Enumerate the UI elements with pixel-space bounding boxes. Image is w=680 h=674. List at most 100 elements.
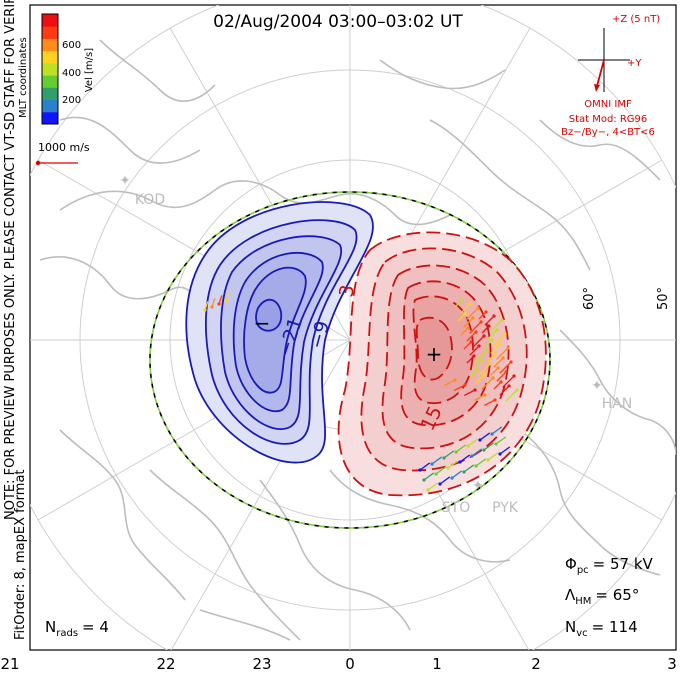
velocity-vector-origin: [479, 320, 483, 324]
preview-note: NOTE: FOR PREVIEW PURPOSES ONLY. PLEASE …: [3, 0, 18, 520]
velocity-vector-origin: [488, 362, 492, 366]
velocity-vector-origin: [210, 305, 214, 309]
velocity-vector: [505, 389, 518, 402]
velocity-vector-origin: [483, 372, 487, 376]
imf-panel: +Z (5 nT) +Y OMNI IMF Stat Mod: RG96 Bz−…: [561, 14, 660, 138]
latitude-label-60: 60°: [582, 287, 597, 310]
velocity-vector: [460, 303, 471, 314]
station-kod: KOD: [135, 192, 165, 208]
velocity-vector: [496, 371, 507, 382]
velocity-vector: [460, 327, 469, 336]
mlt-axis: 21 22 23 0 1 2 3: [0, 655, 676, 673]
coordinate-system-label: MLT coordinates: [18, 37, 29, 118]
velocity-vector-origin: [450, 476, 454, 480]
velocity-vector-origin: [490, 338, 494, 342]
station-labels: ✦ KOD ✦ HAN ✦ STO PYK: [119, 173, 632, 516]
velocity-vector-origin: [458, 460, 462, 464]
velocity-vector-origin: [453, 378, 457, 382]
velocity-vector-origin: [507, 384, 511, 388]
imf-z-label: +Z (5 nT): [612, 14, 660, 25]
velocity-vector: [479, 432, 491, 441]
velocity-vector-origin: [495, 328, 499, 332]
contour-label: 3: [335, 283, 359, 299]
velocity-vector: [487, 452, 499, 461]
velocity-vector-origin: [466, 444, 470, 448]
colorbar-cell: [42, 99, 58, 113]
velocity-vector-origin: [480, 358, 484, 362]
velocity-vector-origin: [434, 472, 438, 476]
velocity-vector: [493, 333, 506, 346]
mlt-tick: 0: [345, 655, 355, 673]
colorbar-cell: [42, 75, 58, 88]
velocity-vector-origin: [224, 299, 228, 303]
velocity-vector-origin: [512, 374, 516, 378]
velocity-vector-origin: [478, 438, 482, 442]
velocity-vector: [455, 444, 467, 453]
colorbar-cell: [42, 62, 58, 76]
colorbar-tick: 400: [62, 68, 81, 79]
velocity-vector: [502, 375, 515, 388]
velocity-vector-origin: [470, 454, 474, 458]
imf-source: OMNI IMF: [584, 99, 632, 110]
velocity-vector-origin: [418, 468, 422, 472]
velocity-vector-origin: [462, 470, 466, 474]
velocity-vector-origin: [482, 334, 486, 338]
colorbar-cell: [42, 50, 58, 64]
velocity-vector-origin: [474, 330, 478, 334]
stat-model: Stat Mod: RG96: [569, 114, 648, 125]
plot-title: 02/Aug/2004 03:00–03:02 UT: [213, 12, 463, 32]
velocity-vector: [481, 377, 494, 390]
velocity-vector: [457, 313, 466, 322]
velocity-vector-origin: [426, 488, 430, 492]
velocity-vector: [444, 379, 456, 387]
velocity-vector-origin: [491, 376, 495, 380]
velocity-vector-origin: [474, 464, 478, 468]
colorbar-cell: [42, 111, 58, 125]
velocity-vector: [475, 349, 488, 362]
velocity-vector-origin: [482, 448, 486, 452]
velocity-vector: [466, 307, 479, 320]
colorbar-cell: [42, 38, 58, 52]
velocity-vector: [496, 347, 509, 360]
velocity-vector-origin: [469, 340, 473, 344]
velocity-vector-origin: [460, 298, 464, 302]
velocity-vector: [499, 446, 511, 455]
station-marker-pyk: ✦: [472, 478, 484, 494]
colorbar-tick: 200: [62, 95, 81, 106]
velocity-vector-origin: [430, 462, 434, 466]
velocity-vector-origin: [203, 308, 207, 312]
velocity-vector-origin: [466, 326, 470, 330]
velocity-vector-origin: [217, 302, 221, 306]
velocity-vector-origin: [484, 310, 488, 314]
velocity-vector: [466, 355, 475, 364]
velocity-vector-origin: [454, 450, 458, 454]
station-pyk: PYK: [492, 500, 519, 516]
stat-n-vc: Nvc = 114: [565, 618, 638, 639]
mlt-tick: 1: [432, 655, 442, 673]
mlt-tick: 3: [667, 655, 677, 673]
velocity-vector-origin: [486, 458, 490, 462]
hm-boundary-green: [149, 191, 551, 529]
velocity-vector-origin: [422, 478, 426, 482]
velocity-vector-origin: [476, 306, 480, 310]
velocity-vectors: [203, 292, 519, 492]
velocity-vector: [467, 438, 479, 447]
velocity-vector-origin: [471, 316, 475, 320]
velocity-vector-origin: [463, 312, 467, 316]
scale-vector-label: 1000 m/s: [38, 141, 90, 154]
velocity-vector-origin: [475, 368, 479, 372]
velocity-vector: [478, 363, 491, 376]
mlt-tick: 22: [156, 655, 175, 673]
velocity-vector: [464, 389, 476, 397]
velocity-vector: [495, 436, 507, 445]
velocity-vector-origin: [492, 314, 496, 318]
velocity-vector: [427, 482, 439, 491]
velocity-vector: [487, 329, 498, 340]
velocity-vector: [499, 385, 510, 396]
velocity-vector-origin: [493, 398, 497, 402]
colorbar-cell: [42, 14, 58, 27]
velocity-vector: [484, 339, 493, 348]
velocity-vector: [493, 357, 504, 368]
velocity-vector: [466, 331, 477, 342]
